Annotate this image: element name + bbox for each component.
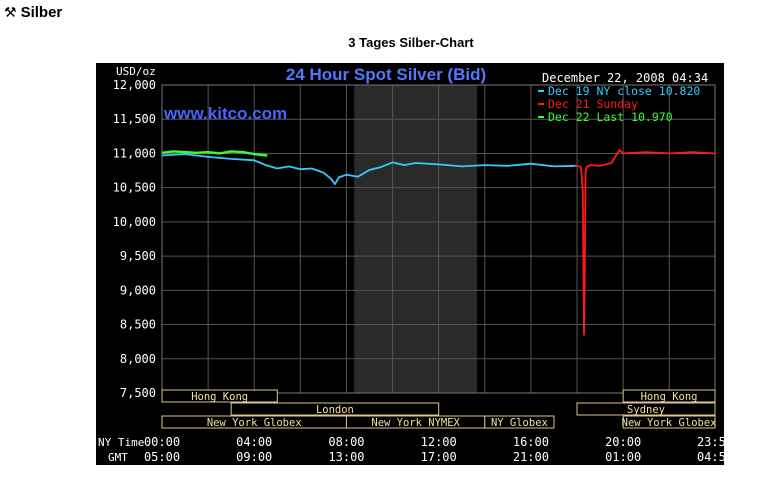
x-tick-label-gmt: 21:00 (513, 450, 549, 464)
market-session-label: Hong Kong (641, 391, 698, 403)
y-tick-label: 11,500 (113, 112, 156, 126)
legend-label: Dec 21 Sunday (548, 97, 638, 111)
chart-caption: 3 Tages Silber-Chart (348, 35, 474, 50)
y-tick-label: 8,000 (120, 352, 156, 366)
y-tick-label: 9,000 (120, 283, 156, 297)
y-tick-label: 11,000 (113, 146, 156, 160)
nymex-session-shade (354, 85, 478, 393)
x-tick-label-gmt: 04:59 (697, 450, 724, 464)
market-session-label: Sydney (627, 404, 665, 416)
x-row-label-ny: NY Time (98, 436, 144, 449)
market-session: New York NYMEX (345, 415, 486, 429)
page-title: Silber (20, 3, 63, 21)
market-session-label: New York NYMEX (371, 417, 460, 429)
y-tick-label: 8,500 (120, 318, 156, 332)
market-session: New York Globex (161, 415, 347, 429)
x-tick-label-ny: 16:00 (513, 435, 549, 449)
x-tick-label-gmt: 01:00 (605, 450, 641, 464)
x-tick-label-ny: 08:00 (328, 435, 364, 449)
market-session-label: New York Globex (207, 417, 302, 429)
x-tick-label-gmt: 05:00 (144, 450, 180, 464)
market-session: Hong Kong (622, 389, 716, 403)
chart-title: 24 Hour Spot Silver (Bid) (286, 65, 486, 84)
market-session: London (230, 402, 440, 416)
y-axis-label: USD/oz (116, 65, 156, 78)
legend-label: Dec 22 Last 10.970 (548, 110, 673, 124)
x-tick-label-gmt: 09:00 (236, 450, 272, 464)
series-line (574, 149, 716, 336)
series-line (161, 150, 268, 157)
legend-label: Dec 19 NY close 10.820 (548, 84, 700, 98)
x-tick-label-ny: 12:00 (421, 435, 457, 449)
x-tick-label-gmt: 17:00 (421, 450, 457, 464)
x-tick-label-ny: 23:59 (697, 435, 724, 449)
y-tick-label: 7,500 (120, 386, 156, 400)
market-session-label: NY Globex (491, 417, 548, 429)
page-header: ⚒ Silber (4, 2, 62, 22)
x-tick-label-ny: 04:00 (236, 435, 272, 449)
x-row-label-gmt: GMT (108, 451, 128, 464)
silver-price-chart: 12,000 11,500 11,000 10,500 10,000 9,500 9,000… (96, 63, 724, 465)
market-session-label: New York Globex (622, 417, 717, 429)
x-tick-label-ny: 20:00 (605, 435, 641, 449)
market-session-label: London (316, 404, 354, 416)
market-session-label: Hong Kong (191, 391, 248, 403)
market-session: Sydney (576, 402, 716, 416)
legend-entry: Dec 19 NY close 10.820 (538, 84, 700, 98)
market-session-box (576, 402, 716, 416)
market-session-box (622, 415, 716, 429)
x-tick-label-gmt: 13:00 (328, 450, 364, 464)
tools-icon: ⚒ (4, 4, 17, 20)
x-tick-label-ny: 00:00 (144, 435, 180, 449)
market-session: Hong Kong (161, 389, 278, 403)
market-session: New York Globex (622, 415, 717, 429)
legend-entry: Dec 21 Sunday (538, 97, 638, 111)
y-tick-label: 9,500 (120, 249, 156, 263)
y-tick-label: 10,500 (113, 181, 156, 195)
market-session-box (230, 402, 440, 416)
y-tick-label: 12,000 (113, 78, 156, 92)
market-session-box (484, 415, 555, 429)
y-tick-label: 10,000 (113, 215, 156, 229)
plot-border (161, 84, 716, 394)
legend-entry: Dec 22 Last 10.970 (538, 110, 673, 124)
series-line (161, 153, 578, 186)
chart-timestamp: December 22, 2008 04:34 (542, 71, 708, 85)
watermark: www.kitco.com (163, 104, 287, 123)
market-session-box (161, 389, 278, 403)
market-session: NY Globex (484, 415, 555, 429)
market-session-box (622, 389, 716, 403)
